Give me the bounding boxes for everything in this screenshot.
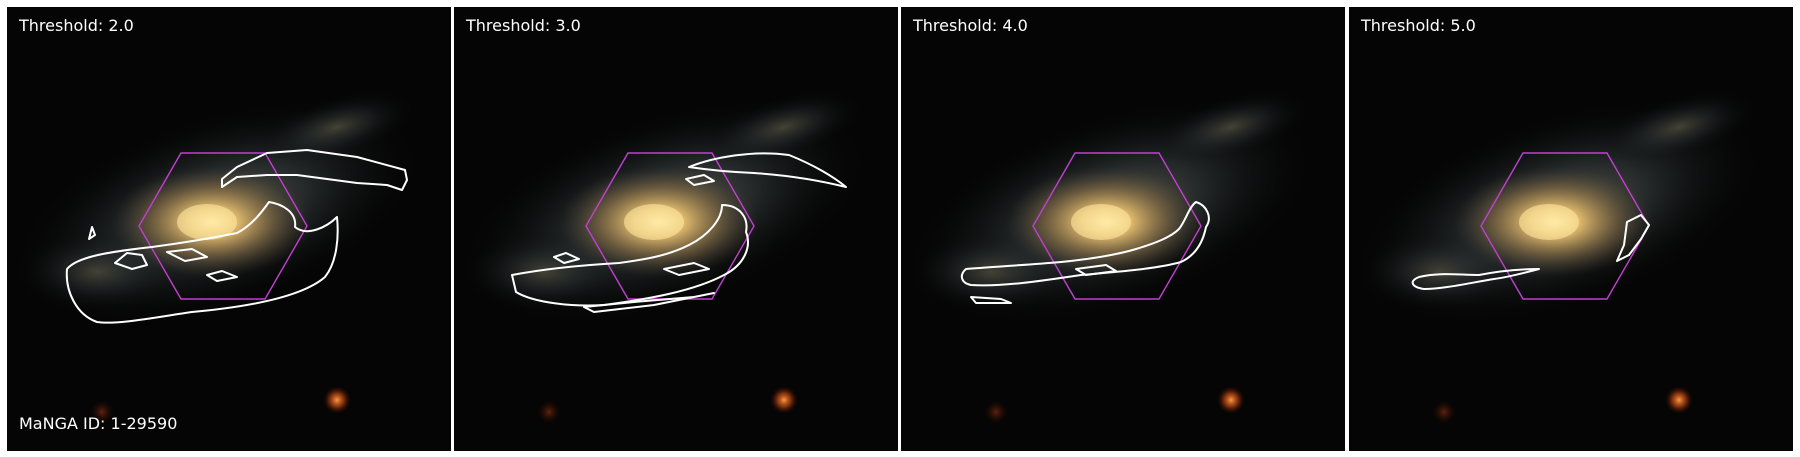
faint-star — [537, 400, 561, 424]
threshold-label: Threshold: 2.0 — [19, 16, 134, 35]
foreground-star — [323, 386, 351, 414]
foreground-star — [770, 386, 798, 414]
galaxy-image — [7, 7, 451, 451]
contour-lines — [1411, 214, 1650, 290]
foreground-star — [1217, 386, 1245, 414]
contour-lines — [511, 152, 847, 313]
ifu-hexagon — [585, 152, 755, 300]
galaxy-image — [454, 7, 898, 451]
faint-star — [90, 400, 114, 424]
panel-threshold-3: Threshold: 3.0 — [454, 7, 898, 451]
threshold-label: Threshold: 3.0 — [466, 16, 581, 35]
manga-id-label: MaNGA ID: 1-29590 — [19, 414, 178, 433]
threshold-label: Threshold: 5.0 — [1361, 16, 1476, 35]
panel-threshold-5: Threshold: 5.0 — [1349, 7, 1793, 451]
contour-lines — [960, 201, 1210, 304]
contour-lines — [65, 149, 408, 324]
galaxy-image — [901, 7, 1345, 451]
ifu-hexagon — [1480, 152, 1650, 300]
faint-star — [984, 400, 1008, 424]
panel-threshold-2: Threshold: 2.0 MaNGA ID: 1-29590 — [7, 7, 451, 451]
foreground-star — [1665, 386, 1693, 414]
panel-threshold-4: Threshold: 4.0 — [901, 7, 1345, 451]
faint-star — [1432, 400, 1456, 424]
ifu-hexagon — [1032, 152, 1202, 300]
threshold-label: Threshold: 4.0 — [913, 16, 1028, 35]
galaxy-image — [1349, 7, 1793, 451]
